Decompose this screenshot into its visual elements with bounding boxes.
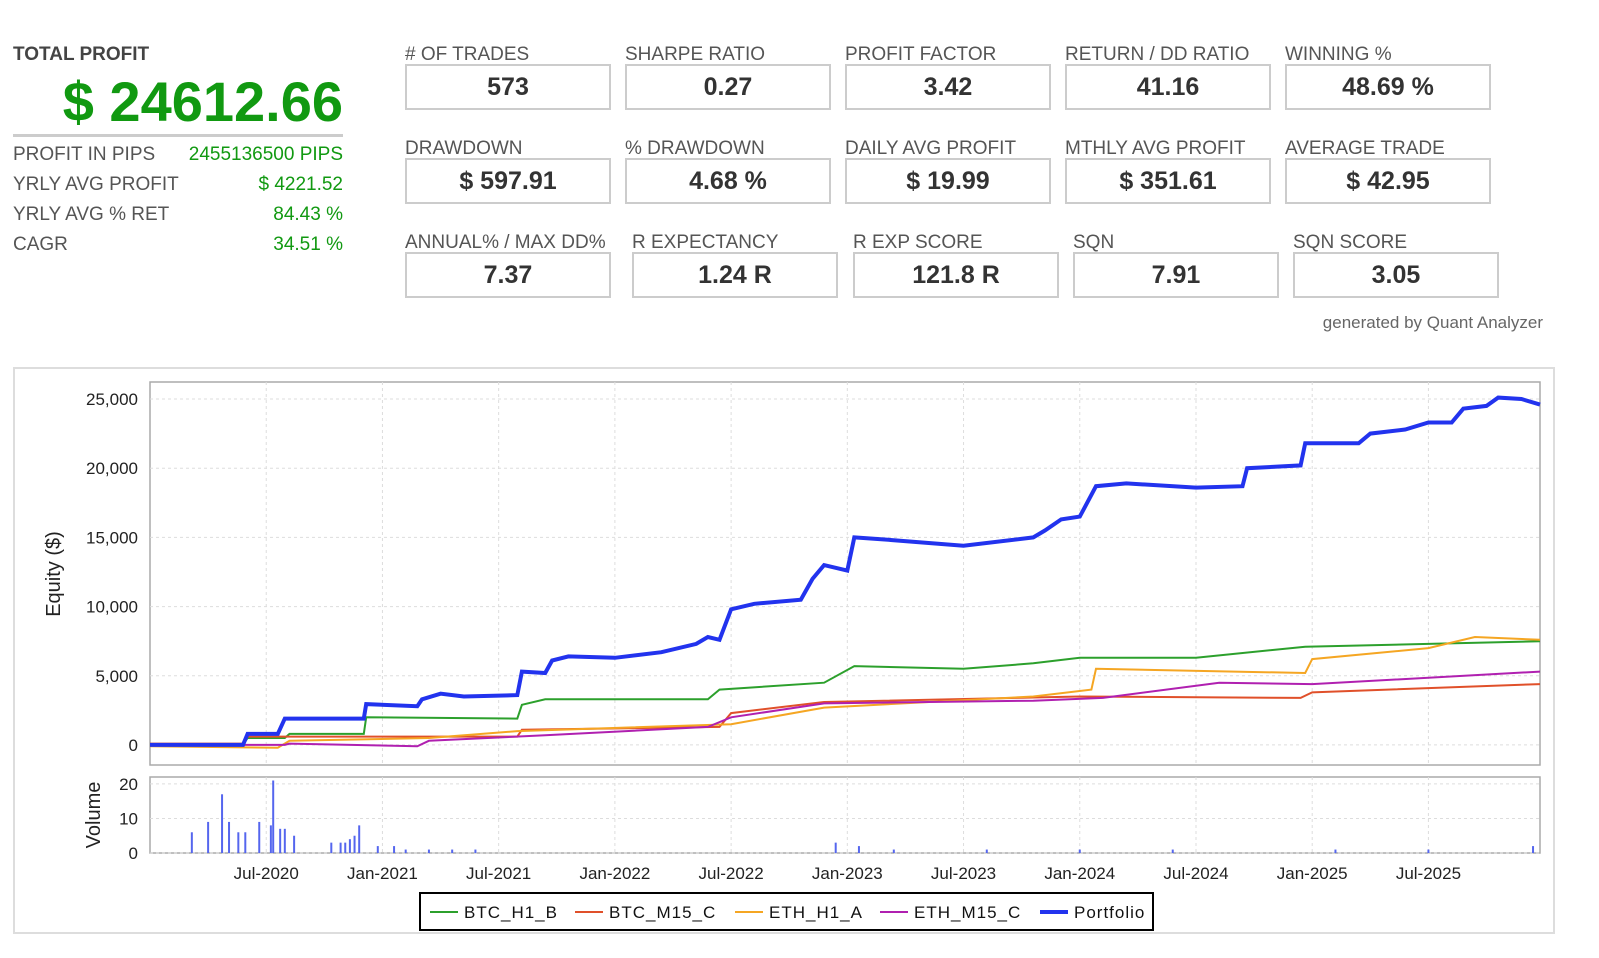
summary-value: 34.51 % (273, 234, 343, 255)
x-tick-label: Jan-2024 (1044, 864, 1115, 883)
x-tick-label: Jul-2024 (1163, 864, 1228, 883)
x-tick-label: Jul-2021 (466, 864, 531, 883)
summary-label: YRLY AVG % RET (13, 204, 170, 225)
metric-value-box: 0.27 (625, 64, 831, 110)
metric-label: ANNUAL% / MAX DD% (405, 232, 606, 253)
vol-tick-label: 10 (119, 809, 138, 828)
total-profit-value: $ 24612.66 (13, 72, 343, 137)
metric-value-box: 7.37 (405, 252, 611, 298)
y-tick-label: 0 (129, 736, 138, 755)
metric-label: R EXPECTANCY (632, 232, 779, 253)
metric-label: SQN SCORE (1293, 232, 1408, 253)
metric-label: DRAWDOWN (405, 138, 523, 159)
legend-label: ETH_H1_A (769, 903, 863, 922)
metric-value-box: 1.24 R (632, 252, 838, 298)
y-tick-label: 15,000 (86, 528, 138, 547)
x-tick-label: Jul-2025 (1396, 864, 1461, 883)
metric-label: AVERAGE TRADE (1285, 138, 1445, 159)
x-tick-label: Jan-2022 (579, 864, 650, 883)
metric-value-box: 48.69 % (1285, 64, 1491, 110)
plot-area (149, 381, 1541, 766)
metric-label: PROFIT FACTOR (845, 44, 997, 65)
metric-value-box: $ 597.91 (405, 158, 611, 204)
metric-value-box: $ 351.61 (1065, 158, 1271, 204)
series-line-portfolio (150, 395, 1541, 747)
metric-label: # OF TRADES (405, 44, 530, 65)
series-line-eth-m15-c (150, 670, 1541, 748)
metric-value-box: $ 19.99 (845, 158, 1051, 204)
metric-value-box: 7.91 (1073, 252, 1279, 298)
volume-axis-label: Volume (83, 782, 105, 849)
metric-label: RETURN / DD RATIO (1065, 44, 1250, 65)
metric-label: SQN (1073, 232, 1115, 253)
summary-label: PROFIT IN PIPS (13, 144, 156, 165)
x-tick-label: Jan-2025 (1277, 864, 1348, 883)
summary-value: 84.43 % (273, 204, 343, 225)
metric-value-box: 3.05 (1293, 252, 1499, 298)
equity-chart: Jul-2020 Jan-2021 Jul-2021 Jan-2022 Jul-2022… (13, 367, 1555, 934)
metric-label: R EXP SCORE (853, 232, 983, 253)
x-tick-label: Jul-2022 (698, 864, 763, 883)
summary-row: YRLY AVG % RET 84.43 % (13, 204, 343, 226)
metric-label: WINNING % (1285, 44, 1392, 65)
generated-by-text: generated by Quant Analyzer (1322, 313, 1543, 332)
x-tick-label: Jul-2020 (234, 864, 299, 883)
metric-value-box: $ 42.95 (1285, 158, 1491, 204)
metric-value-box: 3.42 (845, 64, 1051, 110)
y-tick-label: 20,000 (86, 459, 138, 478)
summary-row: YRLY AVG PROFIT $ 4221.52 (13, 174, 343, 196)
metric-label: MTHLY AVG PROFIT (1065, 138, 1246, 159)
x-tick-label: Jan-2023 (812, 864, 883, 883)
x-tick-label: Jan-2021 (347, 864, 418, 883)
metric-value-box: 121.8 R (853, 252, 1059, 298)
metric-value-box: 573 (405, 64, 611, 110)
y-tick-label: 25,000 (86, 390, 138, 409)
vol-tick-label: 20 (119, 775, 138, 794)
metric-value-box: 41.16 (1065, 64, 1271, 110)
summary-label: CAGR (13, 234, 68, 255)
summary-value: $ 4221.52 (258, 174, 343, 195)
summary-row: CAGR 34.51 % (13, 234, 343, 256)
y-axis-label: Equity ($) (43, 531, 65, 617)
legend-label: Portfolio (1074, 903, 1145, 922)
series-line-eth-h1-a (149, 635, 1541, 749)
y-tick-label: 10,000 (86, 598, 138, 617)
metric-value-box: 4.68 % (625, 158, 831, 204)
vol-tick-label: 0 (129, 844, 138, 863)
metric-label: SHARPE RATIO (625, 44, 766, 65)
summary-value: 2455136500 PIPS (188, 144, 343, 165)
metric-label: % DRAWDOWN (625, 138, 765, 159)
equity-chart-svg: Jul-2020 Jan-2021 Jul-2021 Jan-2022 Jul-2022… (43, 381, 1541, 931)
metric-label: DAILY AVG PROFIT (845, 138, 1017, 159)
legend (419, 892, 1154, 931)
legend-label: BTC_M15_C (609, 903, 716, 922)
summary-label: YRLY AVG PROFIT (13, 174, 179, 195)
summary-row: PROFIT IN PIPS 2455136500 PIPS (13, 144, 343, 166)
volume-plot-area (149, 776, 1541, 854)
total-profit-label: TOTAL PROFIT (13, 44, 150, 65)
y-tick-label: 5,000 (95, 667, 138, 686)
legend-label: ETH_M15_C (914, 903, 1021, 922)
x-tick-label: Jul-2023 (931, 864, 996, 883)
legend-label: BTC_H1_B (464, 903, 558, 922)
